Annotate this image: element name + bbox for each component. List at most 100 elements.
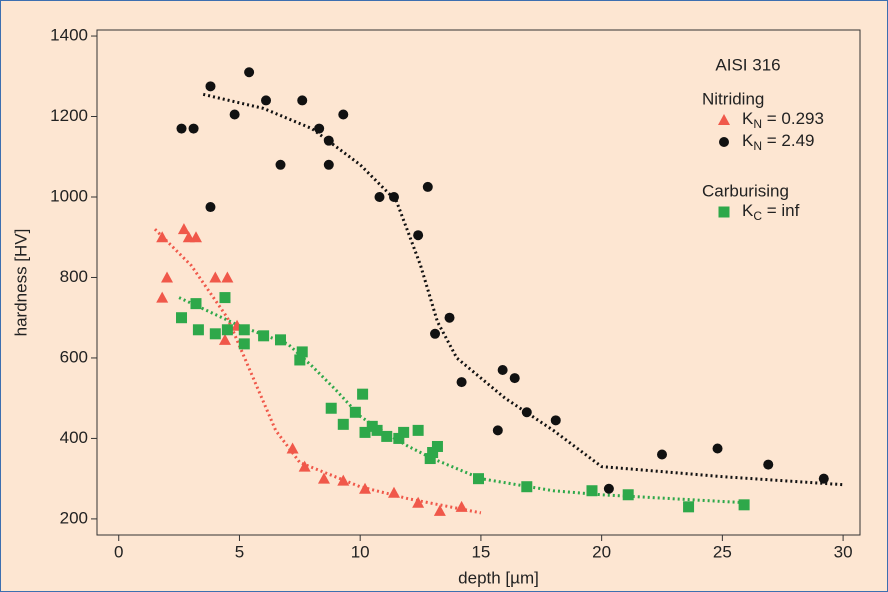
data-point	[190, 298, 202, 310]
fit-line	[178, 296, 747, 505]
data-point	[325, 402, 337, 414]
data-point	[323, 135, 334, 146]
y-tick-label: 1000	[50, 186, 88, 205]
y-tick-label: 1200	[50, 106, 88, 125]
legend-label: KC = inf	[742, 201, 800, 223]
data-point	[456, 377, 467, 388]
data-point	[258, 330, 270, 342]
data-point	[818, 473, 829, 484]
x-tick-label: 25	[713, 542, 732, 561]
data-point	[221, 271, 234, 283]
legend-group: Carburising	[702, 181, 789, 200]
data-point	[156, 231, 169, 243]
data-point	[521, 481, 533, 493]
data-point	[413, 230, 424, 241]
data-point	[509, 373, 520, 384]
data-point	[238, 338, 250, 350]
y-tick-label: 400	[60, 428, 88, 447]
data-point	[294, 354, 306, 366]
data-point	[683, 501, 695, 513]
legend-text: K	[742, 109, 754, 128]
data-point	[657, 449, 668, 460]
data-point	[338, 109, 349, 120]
data-point	[424, 453, 436, 465]
data-point	[219, 292, 231, 304]
data-point	[349, 406, 361, 418]
data-point	[286, 442, 299, 454]
data-point	[359, 426, 371, 438]
data-point	[176, 123, 187, 134]
data-point	[427, 447, 439, 459]
legend-text: = 2.49	[762, 131, 814, 150]
legend-marker	[719, 137, 729, 147]
data-point	[156, 291, 169, 303]
data-point	[205, 81, 216, 92]
data-point	[297, 95, 308, 106]
data-point	[337, 474, 350, 486]
data-point	[738, 499, 750, 511]
data-point	[275, 159, 286, 170]
data-point	[176, 312, 188, 324]
data-point	[412, 424, 424, 436]
data-point	[218, 333, 231, 345]
data-point	[430, 328, 441, 339]
data-point	[431, 440, 443, 452]
data-point	[296, 346, 308, 358]
data-point	[371, 424, 383, 436]
data-point	[244, 67, 255, 78]
data-point	[497, 365, 508, 376]
data-point	[205, 202, 216, 213]
data-point	[314, 123, 325, 134]
data-point	[381, 430, 393, 442]
x-tick-label: 0	[114, 542, 123, 561]
data-point	[177, 223, 190, 235]
legend-subscript: C	[753, 209, 762, 223]
data-point	[317, 472, 330, 484]
data-point	[238, 324, 250, 336]
data-point	[323, 159, 334, 170]
legend-marker	[718, 206, 730, 218]
data-point	[433, 504, 446, 516]
data-point	[298, 460, 311, 472]
y-tick-label: 800	[60, 267, 88, 286]
legend-title: AISI 316	[715, 55, 780, 74]
data-point	[455, 500, 468, 512]
data-point	[209, 271, 222, 283]
data-point	[188, 123, 199, 134]
legend-marker	[718, 114, 730, 125]
data-point	[473, 473, 484, 485]
legend-subscript: N	[753, 117, 762, 131]
data-point	[357, 388, 369, 400]
legend-label: KN = 2.49	[742, 131, 814, 153]
legend-text: = inf	[762, 201, 800, 220]
fit-line	[202, 92, 844, 487]
x-tick-label: 15	[471, 542, 490, 561]
data-point	[492, 425, 503, 436]
data-point	[359, 482, 372, 494]
legend-text: K	[742, 201, 754, 220]
data-point	[398, 426, 410, 438]
data-point	[261, 95, 272, 106]
data-point	[393, 432, 405, 444]
legend-subscript: N	[753, 139, 762, 153]
y-tick-label: 1400	[50, 26, 88, 45]
legend-label: KN = 0.293	[742, 109, 824, 131]
data-point	[763, 459, 774, 470]
data-point	[387, 486, 400, 498]
data-point	[275, 334, 287, 346]
legend-text: K	[742, 131, 754, 150]
data-point	[444, 312, 455, 323]
x-tick-label: 10	[351, 542, 370, 561]
data-point	[521, 407, 532, 418]
data-point	[712, 443, 723, 454]
x-tick-label: 20	[592, 542, 611, 561]
y-tick-label: 600	[60, 347, 88, 366]
data-point	[374, 191, 385, 202]
legend-text: = 0.293	[762, 109, 824, 128]
data-point	[209, 328, 221, 340]
data-point	[229, 109, 240, 120]
y-tick-label: 200	[60, 508, 88, 527]
